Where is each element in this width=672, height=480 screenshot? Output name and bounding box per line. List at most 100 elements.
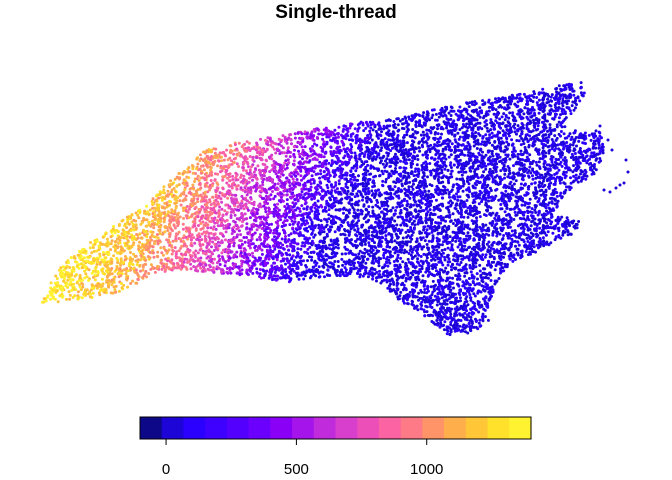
- map-point: [251, 271, 255, 275]
- map-point: [72, 256, 76, 260]
- map-point: [430, 255, 434, 259]
- map-point: [471, 228, 475, 232]
- map-point: [363, 160, 367, 164]
- map-point: [95, 286, 99, 290]
- map-point: [287, 178, 291, 182]
- map-point: [494, 119, 498, 123]
- map-point: [237, 141, 241, 145]
- map-point: [450, 142, 454, 146]
- map-point: [256, 208, 260, 212]
- map-point: [288, 184, 292, 188]
- map-point: [217, 244, 221, 248]
- map-point: [490, 254, 494, 258]
- map-point: [474, 131, 478, 134]
- map-point: [231, 174, 235, 178]
- map-point: [245, 236, 248, 239]
- map-point: [364, 165, 368, 169]
- map-point: [382, 214, 386, 218]
- map-point: [498, 131, 502, 135]
- map-point: [110, 239, 114, 243]
- map-point: [511, 240, 515, 244]
- map-point: [225, 267, 229, 270]
- map-point: [597, 160, 601, 164]
- map-point: [368, 214, 372, 218]
- map-point: [297, 221, 301, 224]
- map-point: [239, 176, 243, 179]
- map-point: [480, 305, 484, 308]
- map-point: [145, 224, 149, 228]
- map-point: [239, 173, 243, 177]
- map-point: [550, 93, 554, 97]
- map-point: [358, 257, 362, 261]
- map-point: [380, 146, 384, 150]
- map-point: [461, 189, 465, 193]
- map-point: [382, 274, 386, 278]
- map-point: [122, 236, 126, 240]
- map-point: [259, 233, 262, 237]
- map-point: [392, 282, 396, 286]
- map-point: [387, 138, 391, 142]
- map-point: [218, 263, 222, 266]
- map-point: [376, 122, 380, 126]
- map-point: [257, 168, 261, 172]
- map-point: [342, 173, 346, 177]
- map-point: [465, 199, 469, 202]
- map-point: [317, 132, 321, 136]
- map-point: [402, 251, 406, 255]
- map-point: [512, 218, 516, 221]
- map-point: [441, 127, 445, 131]
- map-point: [333, 189, 337, 193]
- map-point: [381, 183, 384, 187]
- map-point: [151, 197, 155, 201]
- map-point: [444, 266, 448, 270]
- map-point: [458, 105, 462, 109]
- map-point: [512, 182, 516, 186]
- map-point: [354, 169, 358, 173]
- map-point: [350, 145, 354, 149]
- map-point: [221, 213, 225, 217]
- map-point: [478, 263, 482, 267]
- map-point: [492, 251, 496, 254]
- map-point: [226, 196, 230, 200]
- map-point: [534, 128, 538, 132]
- map-point: [532, 118, 535, 122]
- map-point: [485, 126, 489, 130]
- map-point: [123, 231, 127, 235]
- map-point: [241, 220, 244, 224]
- map-point: [572, 93, 576, 97]
- map-point: [425, 228, 429, 232]
- map-point: [315, 136, 319, 139]
- map-point: [495, 121, 499, 125]
- map-point: [413, 170, 417, 173]
- map-point: [495, 116, 499, 119]
- map-point: [130, 220, 134, 224]
- map-point: [441, 278, 445, 282]
- map-point: [396, 215, 400, 219]
- map-point: [134, 219, 138, 223]
- map-point: [484, 201, 488, 205]
- map-point: [232, 244, 236, 248]
- map-point: [449, 114, 453, 117]
- map-point: [379, 127, 383, 131]
- map-point: [434, 112, 438, 116]
- map-point: [231, 178, 235, 181]
- map-point: [293, 148, 296, 152]
- map-point: [508, 225, 512, 229]
- map-point: [434, 198, 438, 202]
- map-point: [339, 223, 343, 227]
- map-point: [476, 138, 480, 142]
- map-point: [242, 168, 245, 172]
- map-point: [269, 248, 272, 252]
- map-point: [504, 189, 508, 193]
- map-point: [571, 143, 575, 147]
- map-point: [374, 130, 378, 133]
- map-point: [428, 183, 432, 187]
- map-point: [549, 216, 553, 219]
- map-point: [346, 221, 350, 225]
- map-point: [474, 206, 478, 210]
- map-point: [346, 130, 350, 133]
- map-point: [483, 236, 487, 240]
- map-point: [136, 213, 140, 217]
- map-point: [209, 259, 213, 263]
- map-point: [335, 251, 339, 255]
